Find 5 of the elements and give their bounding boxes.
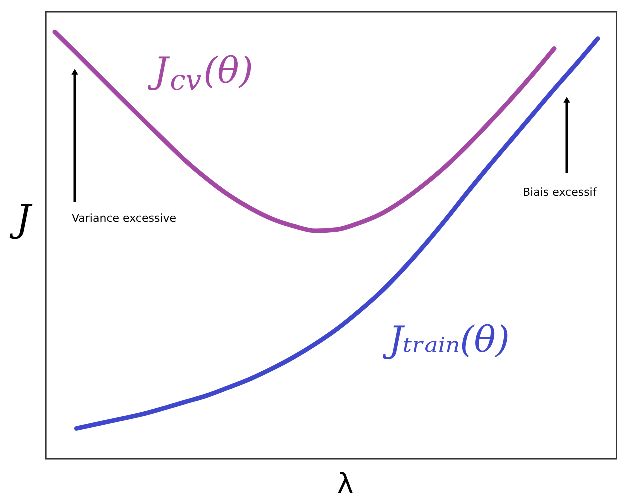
x-axis-title: λ (337, 468, 354, 500)
annotation: Variance excessive (72, 212, 177, 225)
annotation: Biais excessif (523, 186, 598, 199)
series-label: Jₜᵣₐᵢₙ(θ) (382, 320, 510, 361)
y-axis-title: J (9, 198, 34, 240)
